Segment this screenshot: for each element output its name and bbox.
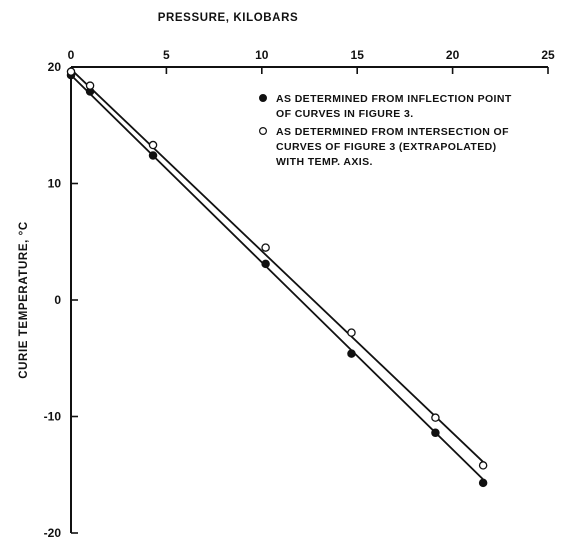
fit-line-intersection bbox=[70, 68, 484, 463]
fit-line-inflection bbox=[70, 74, 484, 481]
data-point-open bbox=[148, 140, 158, 150]
legend-text-line: OF CURVES IN FIGURE 3. bbox=[276, 108, 414, 120]
legend: AS DETERMINED FROM INFLECTION POINT OF CU… bbox=[259, 93, 512, 168]
x-tick-label: 5 bbox=[163, 48, 170, 62]
x-tick-label: 20 bbox=[446, 48, 460, 62]
data-point-filled bbox=[148, 151, 158, 160]
legend-marker-filled bbox=[259, 93, 268, 102]
legend-text-line: CURVES OF FIGURE 3 (EXTRAPOLATED) bbox=[276, 141, 497, 153]
legend-marker-open bbox=[259, 126, 268, 135]
data-point-filled bbox=[347, 349, 356, 358]
y-tick-label: 0 bbox=[54, 293, 61, 307]
y-tick-label: 10 bbox=[48, 177, 62, 191]
data-point-open bbox=[261, 243, 270, 252]
x-tick-label: 25 bbox=[541, 48, 555, 62]
data-point-open bbox=[66, 67, 76, 76]
y-tick-label: -10 bbox=[44, 410, 62, 424]
data-point-open bbox=[478, 461, 488, 470]
x-tick-label: 10 bbox=[255, 48, 269, 62]
data-point-filled bbox=[478, 478, 488, 488]
x-tick-label: 15 bbox=[351, 48, 365, 62]
y-tick-label: 20 bbox=[48, 60, 62, 74]
data-point-filled bbox=[261, 259, 270, 269]
data-point-open bbox=[347, 328, 356, 337]
legend-text-line: AS DETERMINED FROM INTERSECTION OF bbox=[276, 126, 509, 138]
x-axis-title: PRESSURE, KILOBARS bbox=[158, 12, 299, 24]
y-tick-label: -20 bbox=[44, 526, 62, 539]
data-point-filled bbox=[431, 428, 440, 438]
data-point-open bbox=[431, 413, 440, 422]
fit-lines bbox=[70, 68, 484, 481]
x-tick-label: 0 bbox=[68, 48, 75, 62]
y-axis-title: CURIE TEMPERATURE, °C bbox=[18, 221, 30, 379]
ticks: 0 5 10 15 20 25 20 10 0 -10 -20 bbox=[44, 48, 555, 539]
legend-text-line: AS DETERMINED FROM INFLECTION POINT bbox=[276, 93, 512, 105]
data-points bbox=[66, 67, 488, 488]
data-point-open bbox=[85, 81, 95, 90]
legend-text-line: WITH TEMP. AXIS. bbox=[276, 156, 373, 168]
